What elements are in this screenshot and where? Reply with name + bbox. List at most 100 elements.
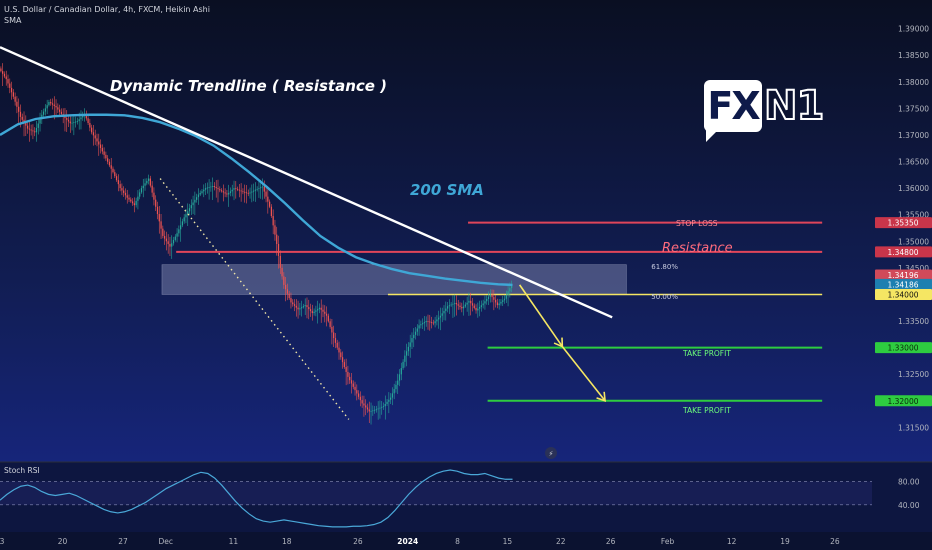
candle-body bbox=[464, 304, 467, 307]
candle-body bbox=[37, 123, 39, 128]
candle-body bbox=[434, 321, 436, 324]
candle-body bbox=[322, 309, 324, 312]
candle-body bbox=[277, 243, 280, 256]
candle-body bbox=[107, 158, 109, 162]
candle-body bbox=[509, 288, 511, 292]
candle-body bbox=[16, 101, 18, 107]
candle-body bbox=[32, 130, 34, 132]
candle-body bbox=[151, 185, 153, 193]
candle-body bbox=[215, 187, 217, 189]
plot-background bbox=[0, 0, 932, 462]
candle-body bbox=[503, 298, 506, 301]
candle-body bbox=[203, 189, 205, 192]
candle-body bbox=[302, 306, 305, 308]
candle-body bbox=[461, 306, 463, 309]
candle-body bbox=[94, 135, 96, 139]
candle-body bbox=[309, 309, 312, 312]
fib-50-label: 50.00% bbox=[651, 293, 678, 301]
candle-body bbox=[105, 154, 107, 159]
candle-body bbox=[91, 127, 93, 133]
candle-body bbox=[220, 190, 223, 192]
candle-body bbox=[256, 188, 258, 190]
candle-body bbox=[183, 217, 185, 222]
fxn1-logo: FX N1 bbox=[700, 78, 830, 160]
candle-body bbox=[204, 188, 207, 190]
candle-body bbox=[82, 115, 84, 118]
candle-body bbox=[352, 383, 354, 387]
candle-body bbox=[397, 380, 399, 385]
candle-body bbox=[329, 321, 331, 327]
candle-body bbox=[425, 321, 427, 323]
candle-body bbox=[356, 390, 358, 394]
x-tick-label: 2024 bbox=[397, 537, 418, 546]
candle-body bbox=[158, 214, 160, 222]
candle-body bbox=[436, 319, 438, 322]
candle-body bbox=[361, 400, 363, 404]
candle-body bbox=[229, 191, 232, 193]
logo-speech-tail bbox=[706, 128, 720, 142]
y-tick-label: 1.32500 bbox=[898, 370, 929, 379]
stoch-level-40: 40.00 bbox=[898, 501, 920, 510]
candle-body bbox=[240, 190, 242, 192]
candle-body bbox=[347, 371, 349, 377]
candle-body bbox=[446, 306, 449, 309]
candle-body bbox=[370, 410, 372, 412]
candle-body bbox=[87, 118, 89, 123]
candle-body bbox=[267, 196, 269, 202]
candle-body bbox=[477, 308, 479, 311]
candle-body bbox=[473, 305, 475, 309]
replay-icon bbox=[545, 447, 557, 459]
candle-body bbox=[171, 243, 173, 247]
candle-body bbox=[423, 322, 426, 324]
candle-body bbox=[133, 203, 135, 206]
candle-body bbox=[365, 405, 367, 408]
candle-body bbox=[276, 234, 278, 244]
candle-body bbox=[484, 301, 486, 304]
candle-body bbox=[340, 352, 342, 358]
candle-body bbox=[341, 357, 344, 363]
candle-body bbox=[493, 297, 495, 300]
candle-body bbox=[74, 121, 77, 123]
candle-body bbox=[14, 96, 16, 102]
take-profit-1-label: TAKE PROFIT bbox=[682, 349, 731, 358]
candle-body bbox=[315, 310, 317, 312]
candle-body bbox=[147, 178, 150, 181]
candle-body bbox=[144, 183, 146, 186]
current-price-badge: 1.34196 bbox=[887, 271, 918, 280]
candle-body bbox=[201, 191, 203, 193]
candle-body bbox=[290, 298, 292, 303]
candle-body bbox=[224, 192, 226, 194]
candle-body bbox=[187, 211, 189, 215]
candle-body bbox=[377, 408, 379, 410]
candle-body bbox=[115, 176, 118, 181]
candle-body bbox=[386, 401, 388, 404]
candle-body bbox=[288, 293, 290, 299]
candle-body bbox=[12, 92, 14, 97]
candle-body bbox=[368, 409, 370, 412]
candle-body bbox=[247, 192, 249, 194]
candle-body bbox=[510, 284, 513, 289]
candle-body bbox=[128, 197, 130, 200]
candle-body bbox=[439, 315, 442, 318]
candle-body bbox=[375, 409, 378, 411]
candle-body bbox=[5, 76, 7, 80]
candle-body bbox=[114, 172, 116, 177]
x-tick-label: 15 bbox=[503, 537, 513, 546]
candle-body bbox=[3, 73, 6, 77]
entry-badge: 1.34000 bbox=[887, 290, 918, 299]
stoch-rsi-line bbox=[0, 469, 513, 528]
x-tick-label: 22 bbox=[556, 537, 566, 546]
candle-body bbox=[325, 313, 328, 316]
candle-body bbox=[336, 342, 338, 348]
candle-body bbox=[441, 313, 443, 316]
candle-body bbox=[480, 305, 483, 307]
candle-body bbox=[165, 238, 168, 242]
candle-body bbox=[334, 338, 337, 343]
candle-body bbox=[366, 407, 369, 410]
candle-body bbox=[468, 300, 470, 303]
candle-body bbox=[231, 189, 233, 192]
candle-body bbox=[251, 191, 253, 193]
candle-body bbox=[64, 116, 66, 119]
candle-body bbox=[99, 144, 102, 148]
